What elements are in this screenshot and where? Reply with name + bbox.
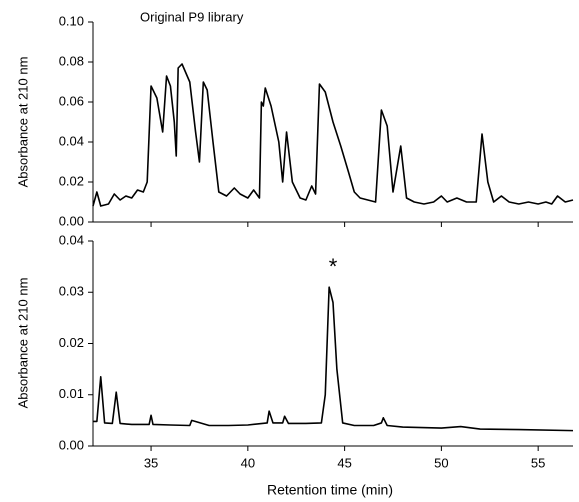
- x-tick-label: 35: [144, 455, 158, 470]
- y-tick-label: 0.02: [59, 173, 84, 188]
- annotation: *: [329, 254, 338, 279]
- y-tick-label: 0.08: [59, 53, 84, 68]
- y-axis-label: Absorbance at 210 nm: [15, 57, 30, 188]
- x-tick-label: 50: [434, 455, 448, 470]
- y-tick-label: 0.04: [59, 133, 84, 148]
- y-tick-label: 0.10: [59, 13, 84, 28]
- trace: [93, 286, 574, 432]
- y-tick-label: 0.06: [59, 93, 84, 108]
- y-tick-label: 0.02: [59, 335, 84, 350]
- annotation: Original P9 library: [140, 9, 244, 24]
- x-tick-label: 45: [337, 455, 351, 470]
- x-tick-label: 55: [531, 455, 545, 470]
- y-tick-label: 0.00: [59, 437, 84, 452]
- y-tick-label: 0.04: [59, 232, 84, 247]
- y-tick-label: 0.01: [59, 386, 84, 401]
- y-axis-label: Absorbance at 210 nm: [15, 278, 30, 409]
- x-axis-label: Retention time (min): [267, 482, 393, 498]
- trace: [92, 63, 574, 207]
- y-tick-label: 0.00: [59, 213, 84, 228]
- y-tick-label: 0.03: [59, 284, 84, 299]
- x-tick-label: 40: [241, 455, 255, 470]
